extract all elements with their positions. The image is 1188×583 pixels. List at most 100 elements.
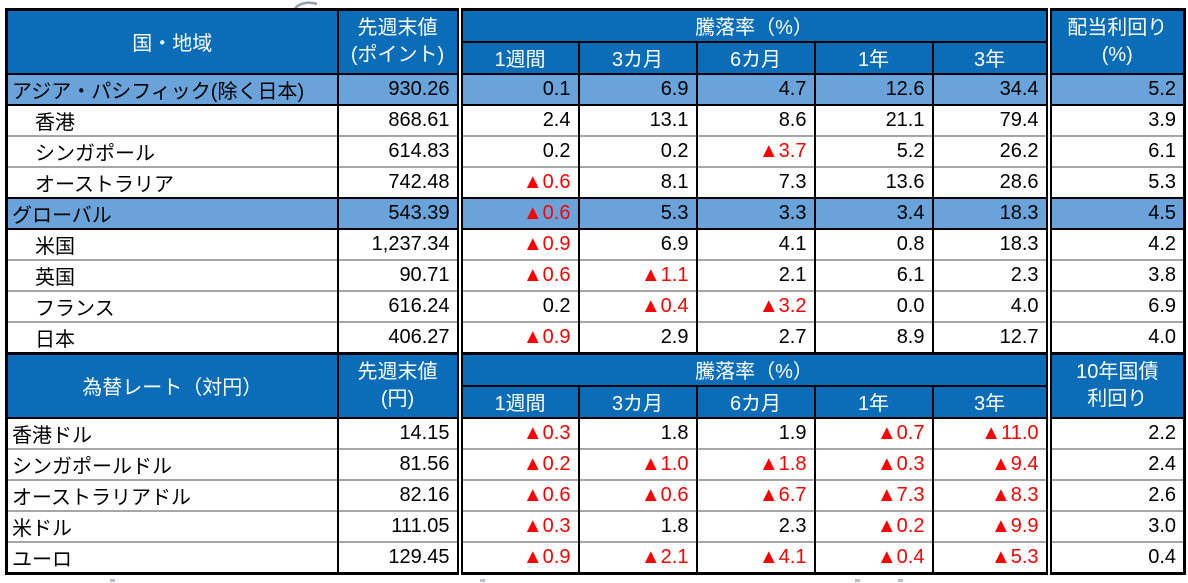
fx-period-header-1w: 1週間 bbox=[456, 384, 580, 419]
yield-value: 3.9 bbox=[1045, 103, 1186, 136]
row-label: 米ドル bbox=[5, 509, 339, 542]
row-label: 英国 bbox=[5, 258, 339, 291]
change-value: ▲2.1 bbox=[577, 540, 698, 573]
last-week-value: 868.61 bbox=[336, 103, 461, 136]
fx-last-week-value-header: 先週末値 (円) bbox=[336, 352, 461, 419]
table-row: 米国 1,237.34 ▲0.9 6.9 4.1 0.8 18.3 4.2 bbox=[5, 227, 1186, 260]
yield-value: 2.4 bbox=[1045, 447, 1186, 480]
row-label: 日本 bbox=[5, 320, 339, 353]
last-week-label: 先週末値 bbox=[357, 16, 438, 39]
change-value: ▲7.3 bbox=[813, 478, 934, 511]
change-value: 0.2 bbox=[456, 289, 580, 322]
last-week-value: 129.45 bbox=[336, 540, 461, 573]
fx-period-header-1y: 1年 bbox=[813, 384, 934, 419]
last-week-value: 742.48 bbox=[336, 165, 461, 198]
dividend-yield-header: 配当利回り (%) bbox=[1045, 8, 1186, 75]
fx-table: 為替レート（対円） 先週末値 (円) 騰落率（%） 10年国債 利回り 1週間 … bbox=[5, 352, 1187, 575]
change-value: 2.4 bbox=[456, 103, 580, 136]
change-value: 0.1 bbox=[456, 72, 580, 106]
yield-value: 0.4 bbox=[1045, 540, 1186, 573]
change-value: 0.2 bbox=[577, 134, 698, 167]
cutoff-text-speck bbox=[855, 579, 860, 582]
cutoff-text-speck bbox=[110, 579, 115, 582]
change-value: 2.3 bbox=[695, 509, 816, 542]
dividend-yield-unit: (%) bbox=[1101, 43, 1133, 66]
change-value: 3.3 bbox=[695, 196, 816, 230]
change-value: ▲1.8 bbox=[695, 447, 816, 480]
jgb-yield-header: 10年国債 利回り bbox=[1045, 352, 1186, 419]
fx-period-header-row: 1週間 3カ月 6カ月 1年 3年 bbox=[7, 384, 1185, 419]
change-value: ▲0.6 bbox=[577, 478, 698, 511]
change-value: ▲0.9 bbox=[456, 540, 580, 573]
change-value: ▲1.1 bbox=[577, 258, 698, 291]
change-value: ▲0.6 bbox=[456, 258, 580, 291]
change-value: 6.1 bbox=[813, 258, 934, 291]
yield-value: 2.6 bbox=[1045, 478, 1186, 511]
row-label: 香港ドル bbox=[5, 416, 339, 449]
cutoff-text-speck bbox=[898, 579, 903, 582]
stray-pen-mark bbox=[294, 1, 318, 9]
fx-table-header: 為替レート（対円） 先週末値 (円) 騰落率（%） 10年国債 利回り 1週間 … bbox=[5, 352, 1186, 419]
change-value: ▲9.4 bbox=[931, 447, 1050, 480]
change-value: ▲6.7 bbox=[695, 478, 816, 511]
table-row: フランス 616.24 0.2 ▲0.4 ▲3.2 0.0 4.0 6.9 bbox=[5, 289, 1186, 322]
row-label: 香港 bbox=[5, 103, 339, 136]
change-value: 8.9 bbox=[813, 320, 934, 353]
period-header-3m: 3カ月 bbox=[577, 40, 698, 75]
change-value: 18.3 bbox=[931, 196, 1050, 230]
table-row: シンガポール 614.83 0.2 0.2 ▲3.7 5.2 26.2 6.1 bbox=[5, 134, 1186, 167]
change-value: 6.9 bbox=[577, 72, 698, 106]
change-value: ▲0.9 bbox=[456, 227, 580, 260]
indices-table: 国・地域 先週末値 (ポイント) 騰落率（%） 配当利回り (%) 1週間 3カ… bbox=[5, 8, 1187, 355]
yield-value: 4.5 bbox=[1045, 196, 1186, 230]
dividend-yield-label: 配当利回り bbox=[1067, 16, 1168, 39]
last-week-value: 616.24 bbox=[336, 289, 461, 322]
change-value: 6.9 bbox=[577, 227, 698, 260]
change-value: ▲8.3 bbox=[931, 478, 1050, 511]
fx-corner-header: 為替レート（対円） bbox=[5, 352, 339, 419]
yield-value: 2.2 bbox=[1045, 416, 1186, 449]
change-value: ▲0.9 bbox=[456, 320, 580, 353]
change-value: ▲0.3 bbox=[813, 447, 934, 480]
change-value: 0.0 bbox=[813, 289, 934, 322]
last-week-value: 1,237.34 bbox=[336, 227, 461, 260]
yield-value: 6.1 bbox=[1045, 134, 1186, 167]
row-label: シンガポールドル bbox=[5, 447, 339, 480]
row-label: ユーロ bbox=[5, 540, 339, 573]
change-rate-header: 騰落率（%） bbox=[456, 8, 1050, 43]
last-week-value: 406.27 bbox=[336, 320, 461, 353]
period-header-row: 1週間 3カ月 6カ月 1年 3年 bbox=[7, 40, 1185, 75]
change-value: 4.1 bbox=[695, 227, 816, 260]
change-value: 26.2 bbox=[931, 134, 1050, 167]
row-label: オーストラリア bbox=[5, 165, 339, 198]
last-week-value: 81.56 bbox=[336, 447, 461, 480]
table-row: オーストラリアドル 82.16 ▲0.6 ▲0.6 ▲6.7 ▲7.3 ▲8.3 2.6 bbox=[5, 478, 1186, 511]
change-value: ▲1.0 bbox=[577, 447, 698, 480]
change-value: ▲0.4 bbox=[577, 289, 698, 322]
change-value: 13.1 bbox=[577, 103, 698, 136]
change-value: 4.0 bbox=[931, 289, 1050, 322]
jgb-yield-label: 10年国債 bbox=[1076, 360, 1159, 383]
fx-last-week-unit: (円) bbox=[380, 387, 415, 410]
row-label: シンガポール bbox=[5, 134, 339, 167]
change-value: 1.8 bbox=[577, 416, 698, 449]
row-label: グローバル bbox=[5, 196, 339, 230]
period-header-1w: 1週間 bbox=[456, 40, 580, 75]
change-value: 13.6 bbox=[813, 165, 934, 198]
last-week-value: 90.71 bbox=[336, 258, 461, 291]
change-value: ▲0.4 bbox=[813, 540, 934, 573]
table-row: 英国 90.71 ▲0.6 ▲1.1 2.1 6.1 2.3 3.8 bbox=[5, 258, 1186, 291]
change-value: ▲0.3 bbox=[456, 509, 580, 542]
fx-change-rate-header: 騰落率（%） bbox=[456, 352, 1050, 387]
change-value: 12.7 bbox=[931, 320, 1050, 353]
period-header-1y: 1年 bbox=[813, 40, 934, 75]
last-week-value: 111.05 bbox=[336, 509, 461, 542]
change-value: ▲0.6 bbox=[456, 478, 580, 511]
change-value: ▲0.3 bbox=[456, 416, 580, 449]
change-value: 0.2 bbox=[456, 134, 580, 167]
change-value: ▲0.2 bbox=[813, 509, 934, 542]
fx-period-header-6m: 6カ月 bbox=[695, 384, 816, 419]
change-value: 5.3 bbox=[577, 196, 698, 230]
row-label: アジア・パシフィック(除く日本) bbox=[5, 72, 339, 106]
